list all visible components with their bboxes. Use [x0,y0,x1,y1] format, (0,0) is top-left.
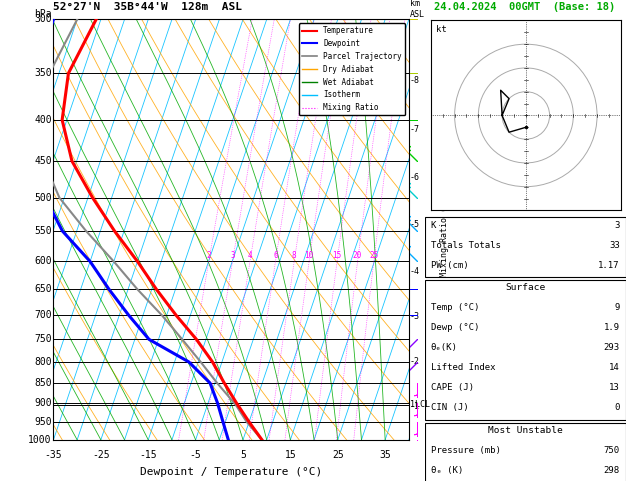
Text: Surface: Surface [505,283,545,292]
Text: 20: 20 [353,251,362,260]
Text: -4: -4 [409,267,420,276]
Text: 25: 25 [332,451,343,460]
Text: 35: 35 [379,451,391,460]
Text: -1: -1 [409,401,420,411]
Text: -6: -6 [409,173,420,182]
Text: 33: 33 [609,241,620,250]
Bar [425,422,626,486]
Bar [425,217,626,278]
Text: Temp (°C): Temp (°C) [431,303,479,312]
Text: 0: 0 [615,403,620,412]
Text: 4: 4 [248,251,252,260]
Text: 13: 13 [609,383,620,392]
Text: 500: 500 [34,193,52,203]
Text: θₑ(K): θₑ(K) [431,343,457,352]
Text: 700: 700 [34,310,52,320]
Text: PW (cm): PW (cm) [431,260,468,270]
Text: 10: 10 [304,251,314,260]
Text: 9: 9 [615,303,620,312]
Text: 950: 950 [34,417,52,427]
Text: 350: 350 [34,68,52,78]
Text: 5: 5 [240,451,246,460]
Text: 8: 8 [292,251,296,260]
Text: 15: 15 [332,251,342,260]
Text: 400: 400 [34,115,52,125]
Text: 1LCL: 1LCL [409,400,430,410]
Text: 24.04.2024  00GMT  (Base: 18): 24.04.2024 00GMT (Base: 18) [434,2,615,12]
Text: 3: 3 [615,221,620,230]
Text: 298: 298 [604,466,620,475]
Text: CAPE (J): CAPE (J) [431,383,474,392]
Text: 6: 6 [273,251,278,260]
Text: 15: 15 [284,451,296,460]
Text: 550: 550 [34,226,52,236]
Text: hPa: hPa [34,9,52,18]
Bar [425,280,626,420]
Text: -5: -5 [409,220,420,229]
Legend: Temperature, Dewpoint, Parcel Trajectory, Dry Adiabat, Wet Adiabat, Isotherm, Mi: Temperature, Dewpoint, Parcel Trajectory… [299,23,405,115]
Text: 450: 450 [34,156,52,166]
Text: K: K [431,221,436,230]
Text: 3: 3 [230,251,235,260]
Text: 750: 750 [34,334,52,345]
Text: 300: 300 [34,15,52,24]
Text: km
ASL: km ASL [410,0,425,18]
Text: 25: 25 [369,251,379,260]
Text: -35: -35 [45,451,62,460]
Text: 850: 850 [34,378,52,388]
Text: 1.9: 1.9 [604,323,620,332]
Text: Dewpoint / Temperature (°C): Dewpoint / Temperature (°C) [140,467,322,477]
Text: 800: 800 [34,357,52,367]
Text: Most Unstable: Most Unstable [488,426,562,435]
Text: Mixing Ratio (g/kg): Mixing Ratio (g/kg) [440,182,449,277]
Text: θₑ (K): θₑ (K) [431,466,463,475]
Text: 14: 14 [609,363,620,372]
Text: -25: -25 [92,451,109,460]
Text: -8: -8 [409,76,420,85]
Text: -2: -2 [409,357,420,365]
Text: CIN (J): CIN (J) [431,403,468,412]
Text: -7: -7 [409,125,420,134]
Text: -5: -5 [190,451,201,460]
Text: 900: 900 [34,398,52,408]
Text: 1.17: 1.17 [598,260,620,270]
Text: -3: -3 [409,312,420,321]
Text: Lifted Index: Lifted Index [431,363,495,372]
Text: 750: 750 [604,446,620,455]
Text: 293: 293 [604,343,620,352]
Text: 1000: 1000 [28,435,52,445]
Text: Pressure (mb): Pressure (mb) [431,446,501,455]
Text: Totals Totals: Totals Totals [431,241,501,250]
Text: -15: -15 [140,451,157,460]
Text: Dewp (°C): Dewp (°C) [431,323,479,332]
Text: kt: kt [436,25,447,35]
Text: 52°27'N  35B°44'W  128m  ASL: 52°27'N 35B°44'W 128m ASL [53,2,242,12]
Text: 650: 650 [34,284,52,295]
Text: 600: 600 [34,257,52,266]
Text: 2: 2 [206,251,211,260]
